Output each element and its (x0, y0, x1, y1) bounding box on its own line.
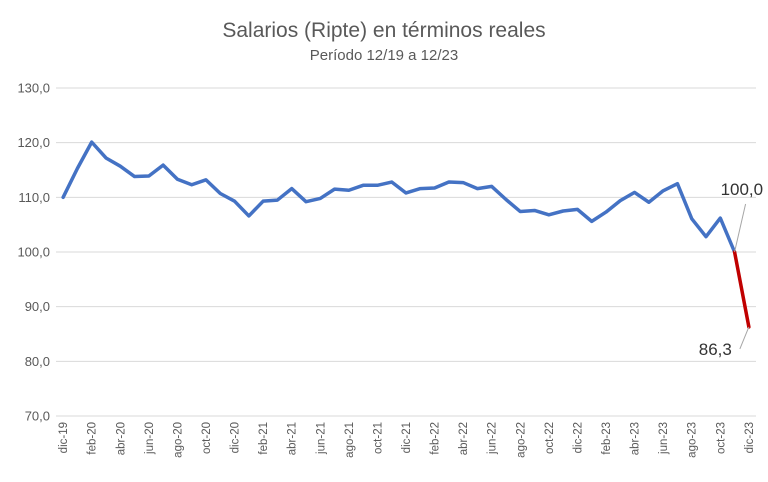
series-line-2 (732, 250, 751, 329)
annotations-group: 100,0 86,3 (699, 180, 763, 359)
chart-subtitle: Período 12/19 a 12/23 (310, 47, 458, 64)
x-tick-label: feb-22 (430, 422, 442, 455)
x-tick-label: jun-20 (144, 422, 156, 455)
series-group (61, 140, 751, 329)
x-tick-label: abr-22 (458, 422, 470, 455)
annotation-leader (734, 203, 747, 253)
x-tick-label: ago-21 (344, 422, 356, 458)
x-tick-label: feb-21 (258, 422, 270, 455)
x-tick-label: abr-23 (630, 422, 642, 455)
x-tick-label: feb-20 (87, 422, 99, 455)
y-tick-label: 120,0 (17, 135, 50, 150)
y-tick-label: 70,0 (25, 409, 50, 424)
x-tick-label: dic-21 (401, 422, 413, 453)
gridlines (56, 87, 756, 417)
x-tick-label: jun-22 (487, 422, 499, 455)
x-tick-label: oct-21 (372, 422, 384, 454)
y-tick-label: 80,0 (25, 354, 50, 369)
y-axis-ticks: 70,0 80,0 90,0 100,0 110,0 120,0 130,0 (17, 81, 50, 424)
y-tick-label: 130,0 (17, 81, 50, 96)
x-tick-label: feb-23 (601, 422, 613, 455)
x-tick-label: dic-19 (58, 422, 70, 453)
x-tick-label: dic-22 (572, 422, 584, 453)
x-tick-label: jun-21 (315, 422, 327, 455)
chart-title: Salarios (Ripte) en términos reales (222, 19, 545, 42)
annotation-leader (739, 326, 750, 350)
x-tick-label: oct-23 (715, 422, 727, 454)
x-tick-label: jun-23 (658, 422, 670, 455)
y-tick-label: 90,0 (25, 299, 50, 314)
data-label: 100,0 (721, 180, 764, 199)
x-tick-label: ago-20 (172, 422, 184, 458)
series-line-1 (61, 140, 737, 254)
x-tick-label: ago-22 (515, 422, 527, 458)
x-tick-label: dic-20 (230, 422, 242, 453)
x-tick-label: abr-21 (287, 422, 299, 455)
x-axis-ticks: dic-19 feb-20 abr-20 jun-20 ago-20 oct-20 dic-… (58, 422, 756, 458)
y-tick-label: 100,0 (17, 245, 50, 260)
x-tick-label: ago-23 (687, 422, 699, 458)
x-tick-label: oct-22 (544, 422, 556, 454)
data-label: 86,3 (699, 340, 732, 359)
x-tick-label: dic-23 (744, 422, 756, 453)
x-tick-label: abr-20 (115, 422, 127, 455)
x-tick-label: oct-20 (201, 422, 213, 454)
y-tick-label: 110,0 (18, 190, 50, 205)
